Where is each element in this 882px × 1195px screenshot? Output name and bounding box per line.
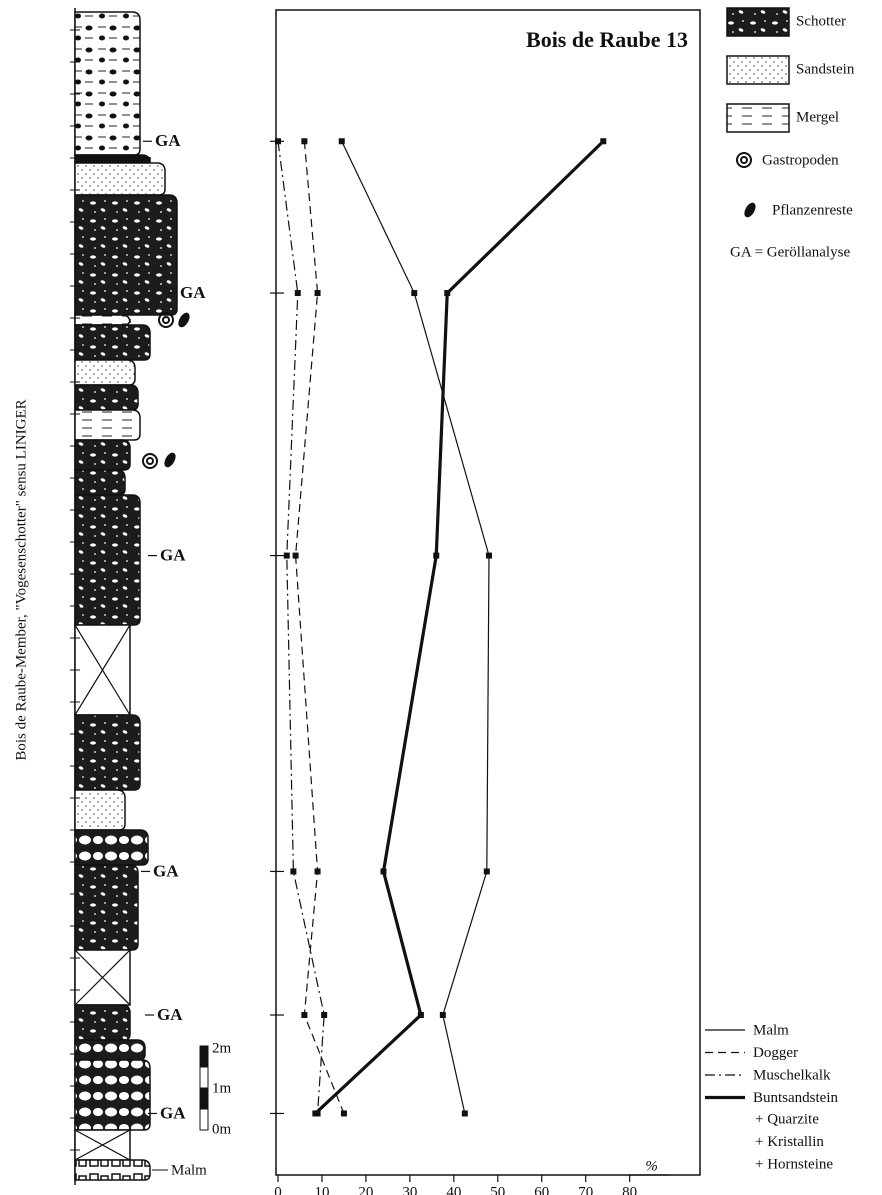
base-label: Malm [171, 1162, 207, 1178]
lithology-layer [74, 409, 141, 441]
covered-cross [74, 949, 131, 1006]
legend-note: + Hornsteine [755, 1156, 833, 1172]
legend-note: + Kristallin [755, 1134, 824, 1150]
data-point [461, 1110, 468, 1117]
sample-label: GA [157, 1005, 183, 1024]
lithology-layer [74, 384, 139, 411]
lithology-layer [74, 829, 149, 866]
x-tick-label: 80 [622, 1184, 637, 1195]
lithology-layer [74, 194, 178, 316]
x-tick-label: 70 [578, 1184, 593, 1195]
x-tick-label: 40 [446, 1184, 461, 1195]
data-point [444, 290, 451, 297]
sample-label: GA [155, 131, 181, 150]
data-point [275, 138, 281, 145]
lithology-layer [74, 1004, 131, 1041]
data-point [312, 1110, 319, 1117]
data-point [433, 552, 440, 559]
legend-label: Muschelkalk [753, 1067, 831, 1083]
x-tick-label: 30 [402, 1184, 417, 1195]
scale-label: 1m [212, 1080, 232, 1096]
lithology-layer [74, 494, 141, 626]
data-point [314, 868, 321, 875]
lithology-layer [74, 789, 126, 831]
data-point [321, 1012, 328, 1019]
lithology-layer [74, 11, 141, 156]
data-point [340, 1110, 347, 1117]
data-point [600, 138, 607, 145]
series-line [314, 140, 605, 1115]
sample-label: GA [160, 545, 186, 564]
lithology-layer [74, 1039, 146, 1061]
data-point [483, 868, 490, 875]
legend-label: Buntsandstein [753, 1090, 838, 1106]
lithology-layer [74, 162, 166, 196]
chart-title: Bois de Raube 13 [526, 27, 688, 52]
scale-label: 2m [212, 1040, 232, 1056]
legend-label: Malm [753, 1022, 789, 1038]
series-line [294, 141, 345, 1114]
data-point [486, 552, 492, 559]
data-point [417, 1012, 424, 1019]
x-tick-label: 50 [490, 1184, 505, 1195]
lithology-layer [74, 314, 131, 326]
lithology-layer [74, 324, 151, 361]
legend-label: Schotter [796, 13, 846, 29]
legend-note: GA = Geröllanalyse [730, 244, 850, 260]
x-tick-label: 60 [534, 1184, 549, 1195]
legend-label: Mergel [796, 109, 839, 125]
x-tick-label: 10 [314, 1184, 329, 1195]
data-point [314, 290, 321, 297]
sample-label: GA [160, 1103, 186, 1122]
data-point [283, 552, 290, 559]
lithology-layer [74, 1059, 151, 1131]
legend-label: Dogger [753, 1045, 798, 1061]
data-point [301, 1012, 308, 1019]
plot-frame [275, 9, 701, 1176]
data-point [301, 138, 308, 145]
lithology-layer [74, 359, 136, 386]
lithology-layer [74, 864, 139, 951]
data-point [439, 1012, 446, 1019]
x-tick-label: 20 [358, 1184, 373, 1195]
lithology-layer [74, 154, 151, 164]
lithology-column [70, 11, 178, 1181]
legend-label: Sandstein [796, 61, 855, 77]
x-tick-label: 0 [274, 1184, 282, 1195]
x-axis-label: % [645, 1158, 658, 1174]
data-point [292, 552, 299, 559]
data-point [380, 868, 387, 875]
covered-cross [74, 624, 131, 716]
series-line [277, 141, 325, 1114]
legend-label: Pflanzenreste [772, 202, 853, 218]
lithology-legend [726, 7, 790, 218]
data-point [338, 138, 345, 145]
covered-cross [74, 1129, 131, 1161]
column-label: Bois de Raube-Member, "Vogesenschotter" … [13, 399, 29, 760]
sample-label: GA [153, 861, 179, 880]
data-point [290, 868, 297, 875]
legend-label: Gastropoden [762, 152, 839, 168]
scale-label: 0m [212, 1121, 232, 1137]
data-point [411, 290, 418, 297]
lithology-layer [74, 439, 131, 471]
sample-label: GA [180, 283, 206, 302]
data-point [294, 290, 301, 297]
scale-bar [199, 1045, 209, 1131]
lithology-layer [74, 1159, 151, 1181]
fossil-icons [142, 312, 190, 469]
series-line [341, 141, 490, 1114]
lithology-layer [74, 714, 141, 791]
legend-note: + Quarzite [755, 1111, 819, 1127]
lithology-layer [74, 469, 126, 496]
